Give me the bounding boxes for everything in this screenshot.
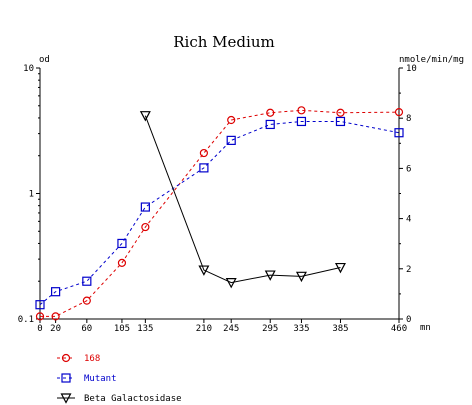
x-tick-label: 0 bbox=[37, 324, 42, 334]
x-tick-label: 60 bbox=[81, 324, 92, 334]
legend-item: Beta Galactosidase bbox=[57, 393, 182, 404]
series-point bbox=[334, 262, 346, 274]
series-point bbox=[198, 265, 210, 276]
left-axis-label: od bbox=[39, 55, 50, 65]
series-point bbox=[336, 108, 345, 117]
left-tick-label: 0.1 bbox=[18, 315, 34, 325]
legend-label: Beta Galactosidase bbox=[84, 394, 182, 404]
right-tick-label: 10 bbox=[406, 64, 417, 74]
x-tick-label: 460 bbox=[391, 324, 407, 334]
series-point bbox=[141, 222, 150, 232]
left-tick-label: 1 bbox=[29, 190, 34, 200]
right-axis-label: nmole/min/mg bbox=[399, 55, 464, 65]
series-point bbox=[117, 238, 127, 249]
legend-marker bbox=[61, 373, 71, 383]
right-tick-label: 4 bbox=[406, 215, 411, 225]
x-axis-unit: mn bbox=[420, 323, 431, 333]
series-point bbox=[227, 115, 236, 125]
legend: 168 Mutant Beta Galactosidase bbox=[57, 353, 182, 404]
chart-title: Rich Medium bbox=[173, 33, 274, 51]
legend-item: Mutant bbox=[57, 373, 117, 384]
right-tick-label: 2 bbox=[406, 265, 411, 275]
series-point bbox=[140, 202, 150, 212]
series-layer bbox=[35, 106, 404, 321]
series-point bbox=[225, 278, 237, 289]
legend-label: Mutant bbox=[84, 374, 117, 384]
series-point bbox=[296, 116, 307, 127]
series-point bbox=[82, 296, 91, 305]
series-line bbox=[40, 109, 400, 317]
legend-item: 168 bbox=[57, 353, 100, 364]
series-point bbox=[51, 312, 60, 321]
series-0 bbox=[35, 106, 404, 321]
series-point bbox=[297, 106, 306, 115]
series-point bbox=[82, 276, 92, 286]
legend-marker bbox=[60, 393, 72, 404]
series-point bbox=[335, 116, 346, 127]
series-point bbox=[51, 287, 61, 297]
legend-label: 168 bbox=[84, 354, 100, 364]
x-tick-label: 135 bbox=[137, 324, 153, 334]
series-point bbox=[139, 111, 151, 122]
series-1 bbox=[35, 116, 404, 310]
series-point bbox=[266, 108, 275, 117]
series-point bbox=[199, 148, 208, 158]
x-tick-label: 385 bbox=[332, 324, 348, 334]
x-tick-label: 295 bbox=[262, 324, 278, 334]
series-point bbox=[226, 135, 236, 145]
left-tick-label: 10 bbox=[23, 64, 34, 74]
series-point bbox=[394, 128, 404, 138]
right-tick-label: 0 bbox=[406, 315, 411, 325]
series-point bbox=[35, 300, 45, 310]
series-2 bbox=[139, 111, 346, 289]
series-line bbox=[39, 120, 400, 306]
series-point bbox=[117, 258, 127, 267]
series-point bbox=[264, 270, 276, 281]
right-tick-label: 8 bbox=[406, 114, 411, 124]
series-point bbox=[265, 119, 275, 130]
series-point bbox=[199, 163, 209, 173]
series-point bbox=[35, 312, 45, 321]
x-tick-label: 245 bbox=[223, 324, 239, 334]
series-point bbox=[394, 108, 404, 117]
series-line bbox=[144, 115, 341, 284]
legend-marker bbox=[61, 353, 71, 363]
x-tick-label: 20 bbox=[50, 324, 61, 334]
x-tick-label: 105 bbox=[114, 324, 130, 334]
x-tick-label: 210 bbox=[196, 324, 212, 334]
right-tick-label: 6 bbox=[406, 164, 411, 174]
x-tick-label: 335 bbox=[293, 324, 309, 334]
ticks-layer: 0 20 60 105 135 210 245 295 335 385 460 0.1 1 10 0 2 4 6 8… bbox=[18, 64, 417, 334]
series-point bbox=[295, 271, 307, 283]
